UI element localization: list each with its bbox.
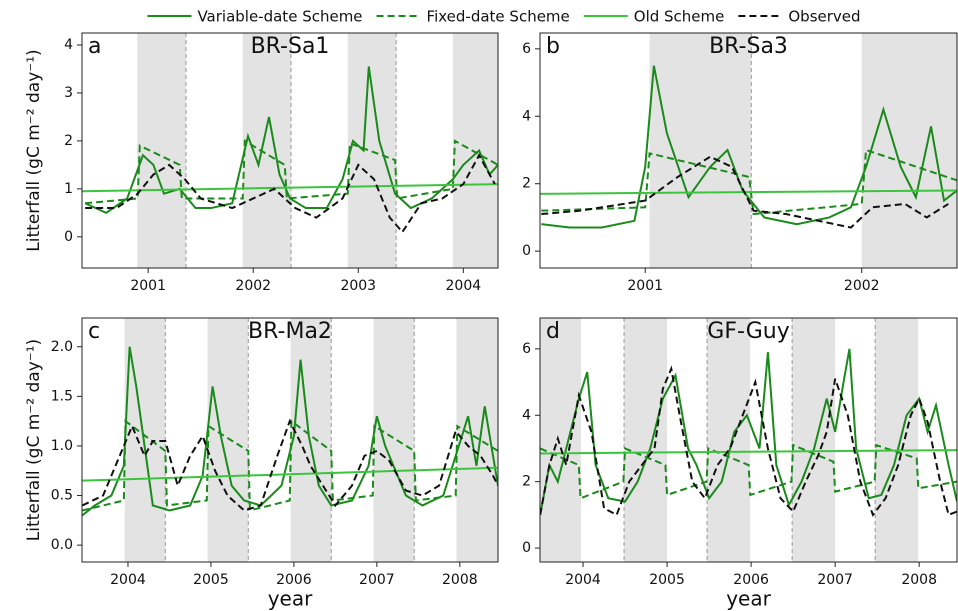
series-line (85, 153, 496, 234)
series-line (85, 139, 498, 205)
series-line: Fixed-date Scheme (540, 443, 957, 500)
series-line: Variable-date Scheme (540, 348, 957, 516)
panel-letter: b (546, 34, 560, 59)
series-line: Fixed-date Scheme (82, 419, 498, 512)
legend-item: Fixed-date Scheme (376, 8, 570, 26)
x-tick-label: 2001 (627, 278, 663, 294)
y-tick-label: 4 (64, 37, 73, 53)
series-line (82, 183, 498, 193)
y-tick-label: 0.5 (51, 488, 73, 504)
season-shade (242, 33, 292, 268)
panel-title: BR-Ma2 (248, 319, 332, 344)
x-tick-label: 2005 (649, 572, 685, 588)
y-tick-label: 4 (522, 108, 531, 124)
axes-frame (539, 317, 958, 563)
x-tick-label: 2002 (844, 278, 880, 294)
legend-item: Observed (738, 8, 861, 26)
y-tick-label: 1 (64, 181, 73, 197)
series-line: Observed (540, 365, 957, 517)
legend-label: Observed (788, 8, 860, 26)
series-line: Old Scheme (82, 466, 498, 482)
y-tick-label: 3 (64, 85, 73, 101)
panel-title: GF-Guy (707, 319, 789, 344)
season-shade (624, 318, 668, 562)
y-axis-label: Litterfall (gC m⁻² day⁻¹) (24, 339, 44, 541)
x-tick-label: 2004 (110, 572, 146, 588)
x-tick-label: 2007 (817, 572, 853, 588)
season-shade (347, 33, 397, 268)
x-tick-label: 2005 (193, 572, 229, 588)
y-tick-label: 2 (522, 474, 531, 490)
x-tick-label: 2007 (359, 572, 395, 588)
legend-item: Variable-date Scheme (147, 8, 363, 26)
series-line: Fixed-date Scheme (541, 148, 957, 216)
panel-title: BR-Sa1 (251, 34, 330, 59)
x-tick-label: 2003 (340, 278, 376, 294)
series-line: Observed (82, 418, 498, 512)
y-tick-label: 0 (522, 540, 531, 556)
season-shade (649, 33, 752, 268)
y-tick-label: 1.0 (51, 438, 73, 454)
y-tick-label: 6 (522, 41, 531, 57)
season-shade (137, 33, 186, 268)
season-shade (861, 33, 957, 268)
x-axis-label: year (726, 587, 771, 611)
y-tick-label: 4 (522, 407, 531, 423)
series-line: Old Scheme (540, 189, 957, 195)
legend-label: Fixed-date Scheme (427, 8, 570, 26)
panel-letter: a (88, 34, 101, 59)
y-tick-label: 1.5 (51, 388, 73, 404)
x-tick-label: 2006 (733, 572, 769, 588)
series-line: Variable-date Scheme (82, 346, 498, 517)
season-shade (707, 318, 751, 562)
panel-letter: d (546, 319, 560, 344)
season-shade (373, 318, 415, 562)
y-tick-label: 0 (522, 243, 531, 259)
season-shade (452, 33, 498, 268)
season-shade (456, 318, 498, 562)
x-tick-label: 2004 (565, 572, 601, 588)
legend-item: Old Scheme (583, 8, 725, 26)
season-shade (875, 318, 919, 562)
y-tick-label: 2 (522, 176, 531, 192)
season-shade (792, 318, 836, 562)
x-tick-label: 2006 (276, 572, 312, 588)
x-axis-label: year (268, 587, 313, 611)
panel-letter: c (88, 319, 100, 344)
axes-frame (81, 32, 499, 269)
y-tick-label: 2.0 (51, 339, 73, 355)
legend-label: Old Scheme (634, 8, 725, 26)
x-tick-label: 2001 (130, 278, 166, 294)
season-shade (207, 318, 249, 562)
season-shade (290, 318, 332, 562)
axes-frame (81, 317, 499, 563)
y-tick-label: 2 (64, 133, 73, 149)
y-tick-label: 0 (64, 229, 73, 245)
axes-frame (539, 32, 958, 269)
season-shade (540, 318, 582, 562)
y-tick-label: 0.0 (51, 537, 73, 553)
y-tick-label: 6 (522, 341, 531, 357)
series-line: Observed (541, 155, 949, 229)
x-tick-label: 2004 (446, 278, 482, 294)
y-axis-label: Litterfall (gC m⁻² day⁻¹) (24, 49, 44, 251)
x-tick-label: 2008 (901, 572, 937, 588)
panel-title: BR-Sa3 (709, 34, 788, 59)
legend-label: Variable-date Scheme (197, 8, 362, 26)
x-tick-label: 2002 (235, 278, 271, 294)
series-line (84, 66, 498, 214)
series-line: Old Scheme (540, 449, 957, 455)
x-tick-label: 2008 (442, 572, 478, 588)
